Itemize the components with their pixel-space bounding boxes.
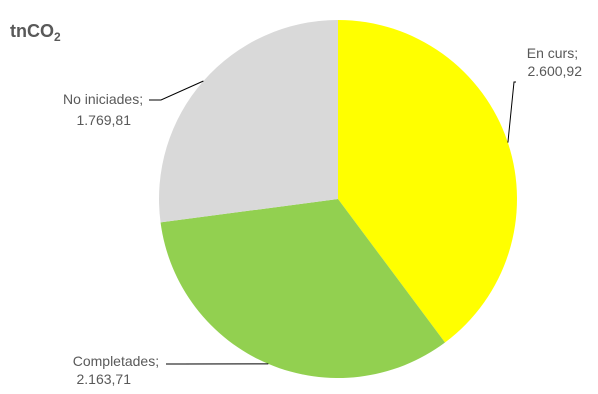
slice-label-completades: Completades; 2.163,71 — [73, 353, 163, 387]
slice-label-no-iniciades: No iniciades; 1.769,81 — [63, 91, 147, 128]
pie-slices — [159, 20, 517, 378]
title-subscript: 2 — [54, 30, 61, 44]
pie-slice-no-iniciades — [159, 20, 338, 223]
slice-label-en-curs: En curs; 2.600,92 — [527, 45, 582, 79]
slice-name-en-curs: En curs; — [527, 45, 578, 61]
leader-line-no-iniciades — [149, 80, 204, 101]
slice-name-completades: Completades; — [73, 353, 159, 369]
pie-slice-completades — [160, 199, 445, 378]
leader-lines — [149, 80, 516, 365]
pie-slice-en-curs — [338, 20, 517, 343]
slice-name-no-iniciades: No iniciades; — [63, 91, 143, 107]
leader-line-en-curs — [507, 81, 516, 143]
slice-value-en-curs: 2.600,92 — [528, 63, 583, 79]
slice-value-no-iniciades: 1.769,81 — [77, 112, 132, 128]
slice-value-completades: 2.163,71 — [77, 371, 132, 387]
title-main: tnCO — [10, 21, 54, 41]
chart-title: tnCO2 — [10, 21, 61, 44]
